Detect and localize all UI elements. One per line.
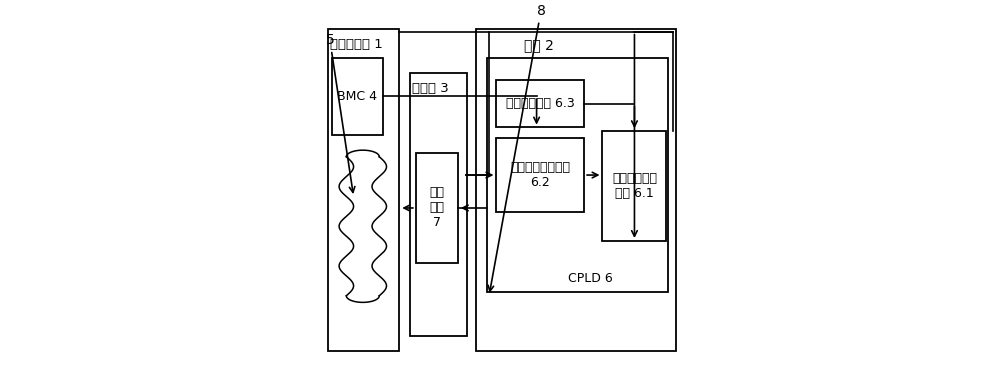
Text: 8: 8 <box>488 4 545 291</box>
Text: 节点电源控制
单元 6.1: 节点电源控制 单元 6.1 <box>612 172 657 200</box>
Bar <box>332 58 383 135</box>
Text: 供电
开关
7: 供电 开关 7 <box>429 187 444 230</box>
Text: CPLD 6: CPLD 6 <box>568 272 612 285</box>
Text: 漏液仿真触发单元
6.2: 漏液仿真触发单元 6.2 <box>510 161 570 189</box>
Bar <box>328 29 399 351</box>
Text: 漏液侦测单元 6.3: 漏液侦测单元 6.3 <box>506 97 575 110</box>
Bar <box>476 29 676 351</box>
Bar <box>496 80 584 128</box>
Text: BMC 4: BMC 4 <box>337 90 377 103</box>
Text: 背板 2: 背板 2 <box>524 38 554 52</box>
Text: 连接卡 3: 连接卡 3 <box>412 82 449 95</box>
Bar <box>410 73 467 336</box>
Text: 服务器主板 1: 服务器主板 1 <box>330 38 383 51</box>
Bar <box>487 58 668 292</box>
Bar <box>496 138 584 212</box>
Bar <box>602 131 666 241</box>
Text: 5: 5 <box>325 33 355 192</box>
Bar <box>416 153 458 263</box>
